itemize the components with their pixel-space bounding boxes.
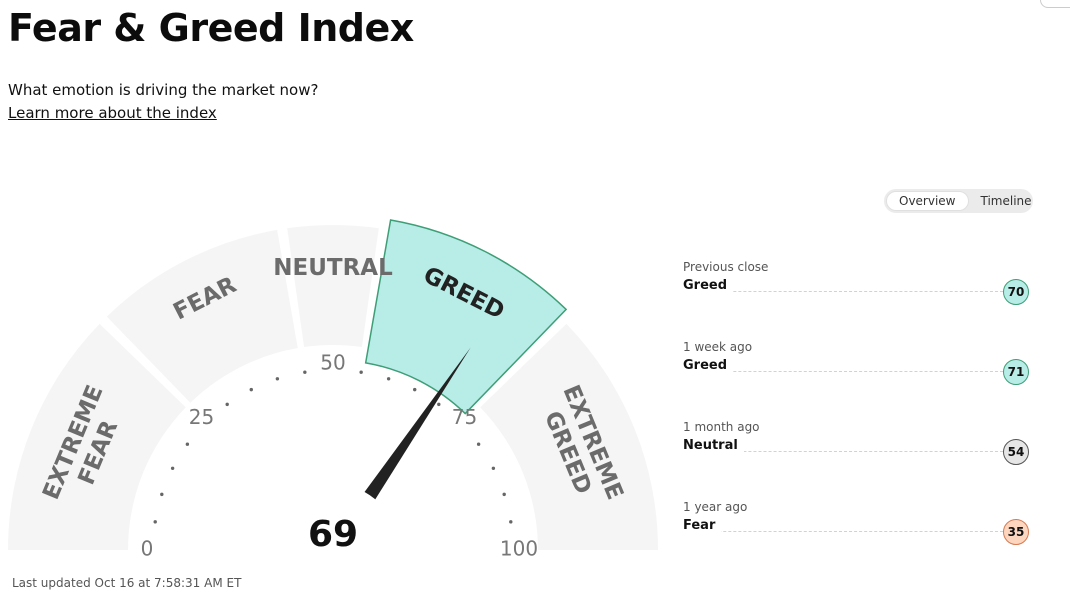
gauge-tick-dot <box>386 377 391 381</box>
view-tabs: Overview Timeline <box>884 189 1033 213</box>
gauge-tick-dot <box>491 466 496 470</box>
learn-more-link[interactable]: Learn more about the index <box>8 104 217 122</box>
history-label: 1 year ago <box>683 500 748 514</box>
gauge-tick-dot <box>160 492 164 497</box>
last-updated: Last updated Oct 16 at 7:58:31 AM ET <box>12 576 242 590</box>
gauge-segment-label-line: NEUTRAL <box>273 255 393 281</box>
gauge-tick-label-25: 25 <box>189 405 214 429</box>
page-title: Fear & Greed Index <box>8 6 414 50</box>
corner-widget <box>1040 0 1070 8</box>
segment-neutral <box>287 225 379 348</box>
gauge-needle-group <box>356 347 471 511</box>
gauge-tick-dot <box>170 466 175 470</box>
history-rating: Fear <box>683 518 722 533</box>
gauge-tick-dots <box>153 370 513 524</box>
history-score-badge: 54 <box>1003 439 1029 465</box>
gauge-tick-labels: 0 25 50 75 100 <box>141 351 538 561</box>
gauge-tick-dot <box>476 442 481 446</box>
gauge-tick-label-75: 75 <box>452 405 477 429</box>
gauge-tick-dot <box>275 377 280 381</box>
gauge-tick-dot <box>502 492 506 497</box>
history-divider <box>683 531 1003 532</box>
gauge-tick-label-50: 50 <box>320 351 345 375</box>
gauge-tick-dot <box>413 387 417 392</box>
segment-fear <box>106 229 298 403</box>
history-row-1-month: 1 month ago Neutral 54 <box>683 418 1033 498</box>
gauge-segments <box>8 219 658 550</box>
gauge-tick-dot <box>153 520 157 524</box>
page-subtitle: What emotion is driving the market now? <box>8 81 319 99</box>
history-list: Previous close Greed 70 1 week ago Greed… <box>683 258 1033 578</box>
gauge-needle <box>356 347 471 511</box>
history-score-badge: 71 <box>1003 359 1029 385</box>
gauge-center-hub <box>267 484 399 570</box>
history-label: Previous close <box>683 260 769 274</box>
history-score-badge: 70 <box>1003 279 1029 305</box>
gauge-tick-dot <box>359 370 363 374</box>
gauge-tick-label-100: 100 <box>500 537 538 561</box>
history-rating: Neutral <box>683 438 744 453</box>
gauge-tick-label-0: 0 <box>141 537 154 561</box>
tab-timeline[interactable]: Timeline <box>980 194 1032 208</box>
history-row-1-year: 1 year ago Fear 35 <box>683 498 1033 578</box>
history-rating: Greed <box>683 358 734 373</box>
segment-extreme-greed <box>480 323 658 550</box>
segment-neutral-label: NEUTRAL <box>273 255 393 281</box>
gauge-tick-dot <box>225 402 229 407</box>
history-rating: Greed <box>683 278 734 293</box>
history-divider <box>683 291 1003 292</box>
segment-extreme-fear <box>8 323 186 550</box>
history-row-previous-close: Previous close Greed 70 <box>683 258 1033 338</box>
gauge-tick-dot <box>509 520 513 524</box>
history-divider <box>683 451 1003 452</box>
gauge-tick-dot <box>185 442 190 446</box>
history-label: 1 week ago <box>683 340 753 354</box>
history-label: 1 month ago <box>683 420 760 434</box>
tab-overview[interactable]: Overview <box>886 191 969 211</box>
gauge-value: 69 <box>308 514 358 555</box>
segment-greed <box>364 219 568 415</box>
history-divider <box>683 371 1003 372</box>
history-row-1-week: 1 week ago Greed 71 <box>683 338 1033 418</box>
gauge-tick-dot <box>303 370 307 374</box>
gauge-tick-dot <box>437 402 441 407</box>
gauge-tick-dot <box>249 387 253 392</box>
history-score-badge: 35 <box>1003 519 1029 545</box>
